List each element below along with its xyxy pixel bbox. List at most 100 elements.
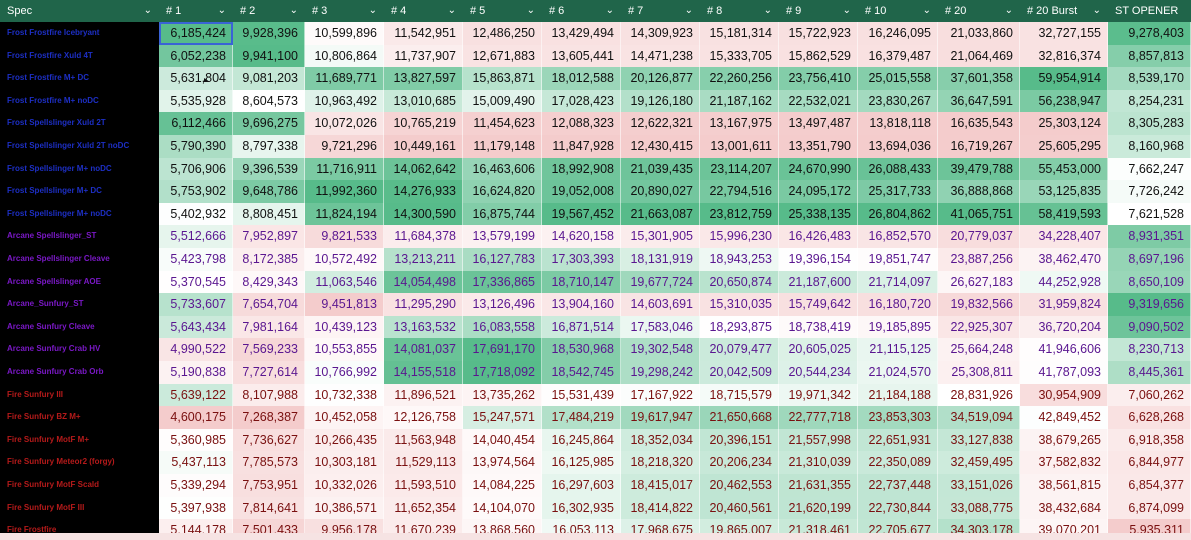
table-cell[interactable]: 8,697,196 xyxy=(1108,248,1191,271)
table-cell[interactable]: 10,449,161 xyxy=(384,135,463,158)
row-spec-name[interactable]: Arcane Sunfury Cleave xyxy=(0,315,159,339)
table-cell[interactable]: 5,753,902 xyxy=(159,180,233,203)
table-cell[interactable]: 5,402,932 xyxy=(159,202,233,226)
row-spec-name[interactable]: Arcane Sunfury Crab Orb xyxy=(0,361,159,384)
table-cell[interactable]: 20,206,234 xyxy=(700,451,779,474)
table-cell[interactable]: 10,765,219 xyxy=(384,112,463,135)
table-cell[interactable]: 20,396,151 xyxy=(700,428,779,452)
table-cell[interactable]: 17,484,219 xyxy=(542,406,621,429)
table-cell[interactable]: 20,650,874 xyxy=(700,270,779,294)
table-cell[interactable]: 11,454,623 xyxy=(463,112,542,135)
table-cell[interactable]: 18,352,034 xyxy=(621,428,700,452)
table-cell[interactable]: 59,954,914 xyxy=(1020,67,1108,90)
table-cell[interactable]: 14,155,518 xyxy=(384,361,463,384)
table-cell[interactable]: 41,065,751 xyxy=(938,202,1020,226)
table-cell[interactable]: 10,553,855 xyxy=(305,338,384,361)
row-spec-name[interactable]: Frost Spellslinger M+ noDC xyxy=(0,157,159,181)
table-cell[interactable]: 13,694,036 xyxy=(858,135,938,158)
chevron-down-icon[interactable]: ⌄ xyxy=(143,5,152,16)
column-header-8[interactable]: # 8 ⌄ xyxy=(700,0,779,22)
table-cell[interactable]: 6,052,238 xyxy=(159,44,233,68)
table-cell[interactable]: 17,583,046 xyxy=(621,315,700,339)
table-cell[interactable]: 8,931,351 xyxy=(1108,225,1191,248)
table-cell[interactable]: 10,806,864 xyxy=(305,44,384,68)
table-cell[interactable]: 9,319,656 xyxy=(1108,293,1191,316)
table-cell[interactable]: 19,298,242 xyxy=(621,361,700,384)
row-spec-name[interactable]: Arcane Spellslinger_ST xyxy=(0,225,159,248)
table-cell[interactable]: 14,471,238 xyxy=(621,44,700,68)
row-spec-name[interactable]: Arcane Spellslinger AOE xyxy=(0,270,159,294)
table-cell[interactable]: 8,797,338 xyxy=(233,135,305,158)
table-cell[interactable]: 16,127,783 xyxy=(463,248,542,271)
table-cell[interactable]: 8,254,231 xyxy=(1108,89,1191,113)
table-cell[interactable]: 17,718,092 xyxy=(463,361,542,384)
table-cell[interactable]: 7,981,164 xyxy=(233,315,305,339)
table-cell[interactable]: 14,081,037 xyxy=(384,338,463,361)
column-header-13[interactable]: ST OPENER xyxy=(1108,0,1191,22)
table-cell[interactable]: 22,532,021 xyxy=(779,89,858,113)
table-cell[interactable]: 21,620,199 xyxy=(779,496,858,520)
table-cell[interactable]: 16,379,487 xyxy=(858,44,938,68)
table-cell[interactable]: 15,863,871 xyxy=(463,67,542,90)
table-cell[interactable]: 16,125,985 xyxy=(542,451,621,474)
table-cell[interactable]: 7,753,951 xyxy=(233,474,305,497)
table-cell[interactable]: 33,088,775 xyxy=(938,496,1020,520)
table-cell[interactable]: 8,650,109 xyxy=(1108,270,1191,294)
table-cell[interactable]: 18,012,588 xyxy=(542,67,621,90)
row-spec-name[interactable]: Arcane Sunfury Crab HV xyxy=(0,338,159,361)
table-cell[interactable]: 9,941,100 xyxy=(233,44,305,68)
table-cell[interactable]: 32,459,495 xyxy=(938,451,1020,474)
table-cell[interactable]: 14,084,225 xyxy=(463,474,542,497)
table-cell[interactable]: 21,033,860 xyxy=(938,22,1020,45)
table-cell[interactable]: 13,605,441 xyxy=(542,44,621,68)
table-cell[interactable]: 37,601,358 xyxy=(938,67,1020,90)
table-cell[interactable]: 14,309,923 xyxy=(621,22,700,45)
table-cell[interactable]: 11,563,948 xyxy=(384,428,463,452)
table-cell[interactable]: 14,104,070 xyxy=(463,496,542,520)
table-cell[interactable]: 12,671,883 xyxy=(463,44,542,68)
table-cell[interactable]: 56,238,947 xyxy=(1020,89,1108,113)
table-cell[interactable]: 15,009,490 xyxy=(463,89,542,113)
chevron-down-icon[interactable]: ⌄ xyxy=(684,5,693,16)
table-cell[interactable]: 23,756,410 xyxy=(779,67,858,90)
row-spec-name[interactable]: Arcane Spellslinger Cleave xyxy=(0,248,159,271)
table-cell[interactable]: 19,185,895 xyxy=(858,315,938,339)
row-spec-name[interactable]: Frost Frostfire M+ noDC xyxy=(0,89,159,113)
table-cell[interactable]: 21,184,188 xyxy=(858,383,938,407)
table-cell[interactable]: 21,064,469 xyxy=(938,44,1020,68)
table-cell[interactable]: 5,512,666 xyxy=(159,225,233,248)
table-cell[interactable]: 20,042,509 xyxy=(700,361,779,384)
table-cell[interactable]: 18,992,908 xyxy=(542,157,621,181)
table-cell[interactable]: 19,567,452 xyxy=(542,202,621,226)
table-cell[interactable]: 33,151,026 xyxy=(938,474,1020,497)
column-header-2[interactable]: # 2 ⌄ xyxy=(233,0,305,22)
table-cell[interactable]: 23,853,303 xyxy=(858,406,938,429)
table-cell[interactable]: 19,677,724 xyxy=(621,270,700,294)
table-cell[interactable]: 19,396,154 xyxy=(779,248,858,271)
row-spec-name[interactable]: Fire Sunfury MotF M+ xyxy=(0,428,159,452)
table-cell[interactable]: 8,107,988 xyxy=(233,383,305,407)
table-cell[interactable]: 21,714,097 xyxy=(858,270,938,294)
row-spec-name[interactable]: Frost Frostfire M+ DC xyxy=(0,67,159,90)
table-cell[interactable]: 13,974,564 xyxy=(463,451,542,474)
table-cell[interactable]: 22,260,256 xyxy=(700,67,779,90)
table-cell[interactable]: 36,888,868 xyxy=(938,180,1020,203)
table-cell[interactable]: 16,875,744 xyxy=(463,202,542,226)
table-cell[interactable]: 11,593,510 xyxy=(384,474,463,497)
table-cell[interactable]: 25,338,135 xyxy=(779,202,858,226)
table-cell[interactable]: 15,862,529 xyxy=(779,44,858,68)
table-cell[interactable]: 22,794,516 xyxy=(700,180,779,203)
table-cell[interactable]: 18,738,419 xyxy=(779,315,858,339)
table-cell[interactable]: 5,397,938 xyxy=(159,496,233,520)
table-cell[interactable]: 15,333,705 xyxy=(700,44,779,68)
table-cell[interactable]: 17,336,865 xyxy=(463,270,542,294)
table-cell[interactable]: 14,620,158 xyxy=(542,225,621,248)
table-cell[interactable]: 14,300,590 xyxy=(384,202,463,226)
chevron-down-icon[interactable]: ⌄ xyxy=(763,5,772,16)
column-header-12[interactable]: # 20 Burst ⌄ xyxy=(1020,0,1108,22)
table-cell[interactable]: 5,643,434 xyxy=(159,315,233,339)
table-cell[interactable]: 10,572,492 xyxy=(305,248,384,271)
table-cell[interactable]: 9,396,539 xyxy=(233,157,305,181)
table-cell[interactable]: 16,297,603 xyxy=(542,474,621,497)
chevron-down-icon[interactable]: ⌄ xyxy=(605,5,614,16)
